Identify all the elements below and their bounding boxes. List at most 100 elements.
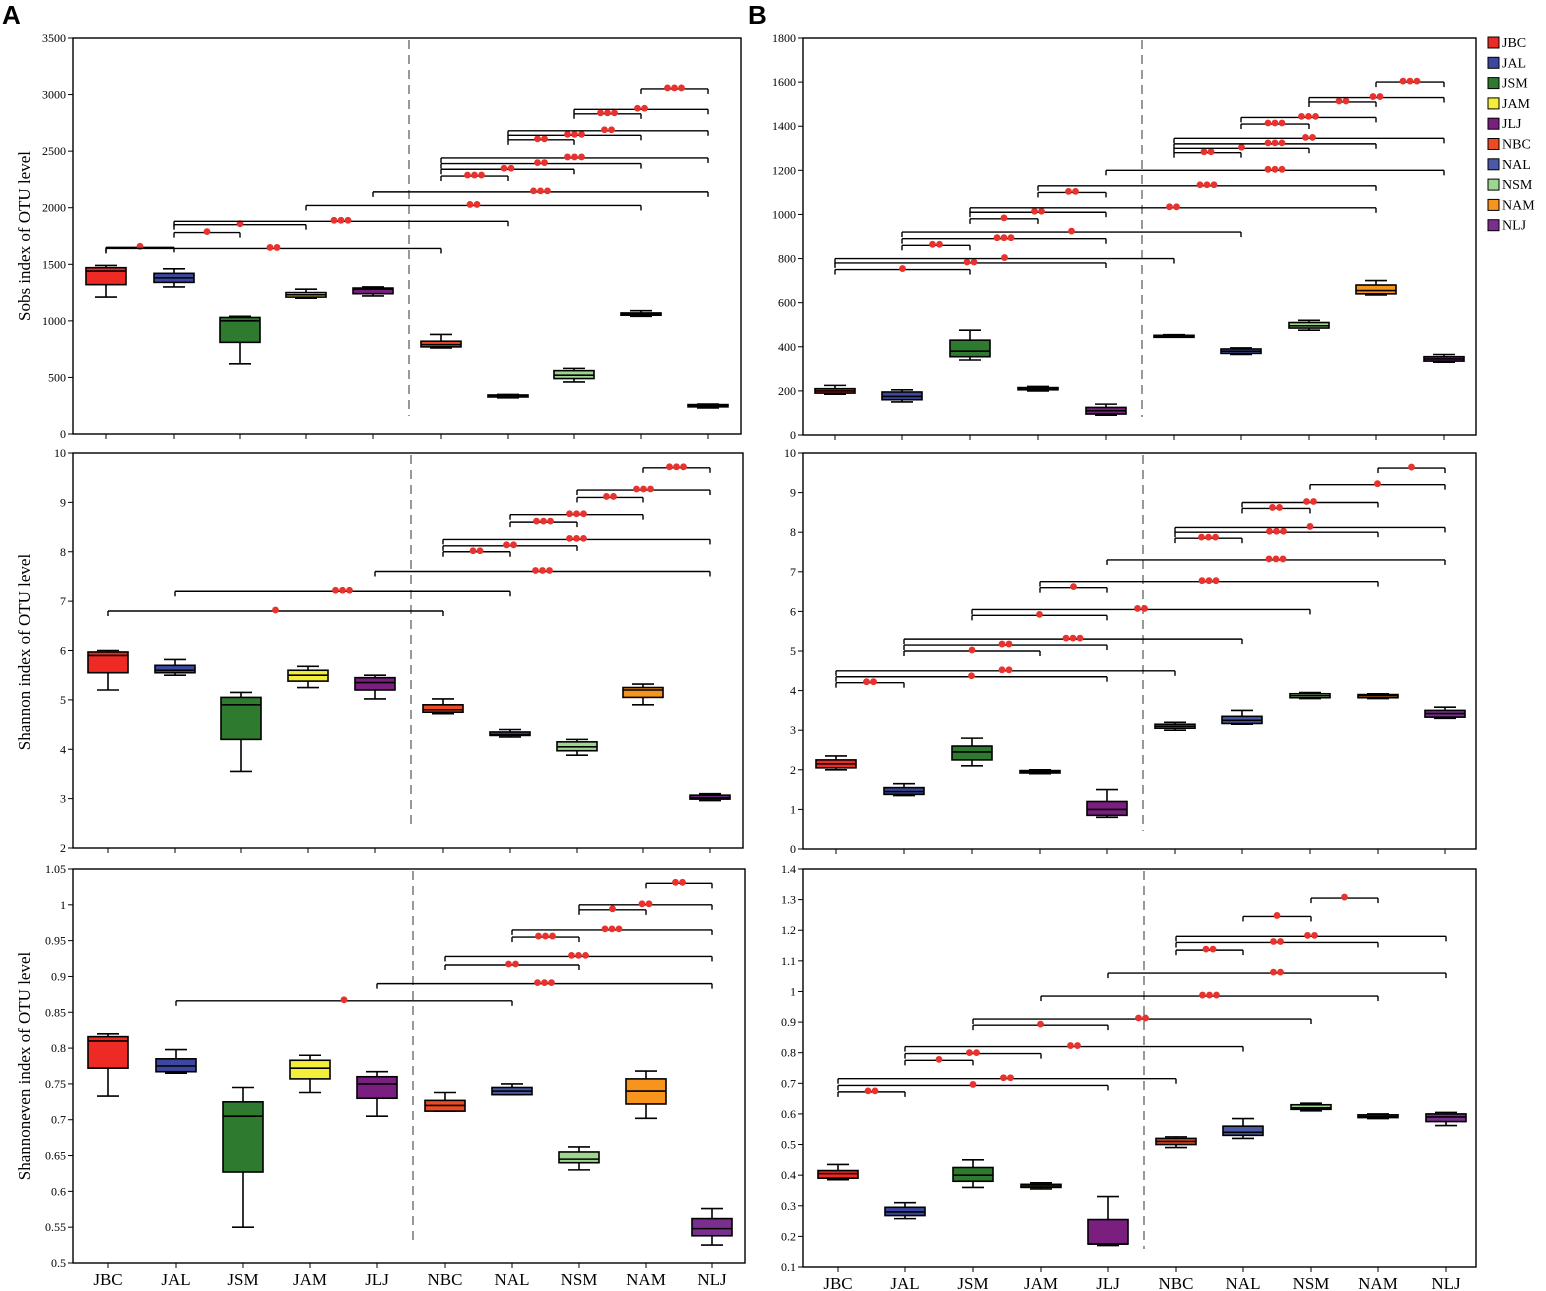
sig-bracket <box>971 605 1311 615</box>
bracket-sig-star <box>678 84 685 92</box>
sig-bracket <box>1039 583 1108 593</box>
sig-bracket <box>640 84 709 94</box>
bracket-sig-star <box>1141 605 1148 612</box>
bracket-sig-star <box>1269 504 1276 511</box>
box-jlj <box>354 674 396 700</box>
bracket-sig-star <box>1312 113 1319 120</box>
bracket-sig-star <box>1198 577 1206 585</box>
box-jbc <box>814 384 856 395</box>
bracket-sig-star <box>609 905 616 913</box>
legend-item-jbc: JBC <box>1487 36 1526 51</box>
box-nam <box>1357 1113 1399 1120</box>
y-tick-label: 1.2 <box>781 923 796 937</box>
legend-swatch <box>1487 219 1500 232</box>
sig-bracket <box>305 201 642 211</box>
y-tick-label: 3 <box>790 723 796 737</box>
bracket-sig-star <box>539 567 546 574</box>
chart-a2: 2 3 4 5 6 7 8 9 10 Shannon index of OTU level <box>15 446 744 855</box>
sig-bracket <box>642 463 711 473</box>
bracket-sig-star <box>1298 113 1305 120</box>
x-category-label: NSM <box>1293 1274 1330 1291</box>
sig-bracket <box>444 960 580 970</box>
box-body <box>87 1035 129 1069</box>
sig-bracket <box>374 567 711 577</box>
x-category-label: NAL <box>1226 1274 1261 1291</box>
bracket-sig-star <box>332 586 339 594</box>
bracket-sig-star <box>1037 1020 1044 1028</box>
sig-bracket <box>507 126 709 136</box>
bracket-sig-star <box>680 463 687 471</box>
bracket-sig-star <box>864 1087 872 1095</box>
bracket-sig-star <box>1278 139 1286 147</box>
bracket-sig-star <box>547 517 554 525</box>
bracket-sig-star <box>500 164 508 172</box>
bracket-sig-star <box>573 510 580 518</box>
bracket-sig-star <box>575 951 582 959</box>
bracket-sig-star <box>1271 165 1279 173</box>
y-tick-label: 0.5 <box>781 1138 796 1152</box>
box-jsm <box>220 691 262 773</box>
y-tick-label: 8 <box>790 525 796 539</box>
x-category-label: JAL <box>161 1270 190 1289</box>
bracket-sig-star <box>1278 119 1286 127</box>
plot-frame <box>72 37 742 435</box>
y-tick-label: 0.1 <box>781 1260 796 1274</box>
bracket-sig-star <box>1203 181 1211 189</box>
box-jam <box>1020 1182 1062 1190</box>
bracket-sig-star <box>578 153 585 161</box>
box-jal <box>884 1201 926 1220</box>
bracket-sig-star <box>1271 139 1279 147</box>
bracket-sig-star <box>1369 93 1377 100</box>
chart-b2: 0 1 2 3 4 5 6 7 8 9 10 <box>784 446 1477 856</box>
y-tick-label: 3500 <box>42 31 66 45</box>
bracket-sig-star <box>1399 77 1407 85</box>
y-tick-label: 0.5 <box>51 1256 66 1270</box>
y-tick-label: 0.6 <box>51 1184 66 1198</box>
bracket-sig-star <box>542 932 549 940</box>
box-nam <box>1357 692 1399 700</box>
y-tick-label: 800 <box>778 252 796 266</box>
bracket-sig-star <box>970 258 978 266</box>
box-body <box>422 704 464 714</box>
box-body <box>356 1075 398 1100</box>
box-body <box>1086 800 1128 817</box>
bracket-sig-star <box>530 187 537 195</box>
sig-bracket <box>1173 148 1242 158</box>
legend-swatch <box>1487 158 1500 171</box>
bracket-sig-star <box>1341 893 1348 901</box>
box-nal <box>1221 709 1263 726</box>
box-jam <box>1017 385 1059 392</box>
bracket-sig-star <box>546 567 553 574</box>
legend-item-nam: NAM <box>1487 198 1535 213</box>
bracket-sig-star <box>549 932 556 940</box>
box-body <box>1222 1125 1264 1137</box>
bracket-sig-star <box>968 672 975 680</box>
sig-bracket <box>1309 480 1446 490</box>
y-tick-label: 9 <box>790 486 796 500</box>
y-tick-label: 6 <box>60 644 66 658</box>
bracket-sig-star <box>464 171 471 179</box>
sig-bracket <box>969 203 1377 213</box>
box-jal <box>883 782 925 797</box>
sig-bracket <box>837 1087 906 1097</box>
legend-label: JLJ <box>1502 117 1522 132</box>
bracket-sig-star <box>966 1049 973 1057</box>
y-tick-label: 0.8 <box>51 1041 66 1055</box>
sig-bracket <box>1240 119 1310 130</box>
bracket-sig-star <box>266 244 274 251</box>
box-body <box>222 1101 264 1173</box>
bracket-sig-star <box>548 979 555 987</box>
bracket-sig-star <box>1264 165 1272 173</box>
plot-frame <box>802 868 1477 1268</box>
bracket-sig-star <box>534 979 541 987</box>
sig-bracket <box>1175 938 1379 948</box>
legend-label: JBC <box>1502 36 1526 51</box>
sig-bracket <box>507 135 575 145</box>
box-jsm <box>949 329 991 361</box>
sig-bracket <box>442 547 511 557</box>
box-jlj <box>356 1070 398 1117</box>
bracket-sig-star <box>615 925 623 933</box>
bracket-sig-star <box>1068 227 1075 235</box>
bracket-sig-star <box>578 130 585 138</box>
bracket-sig-star <box>640 485 647 493</box>
